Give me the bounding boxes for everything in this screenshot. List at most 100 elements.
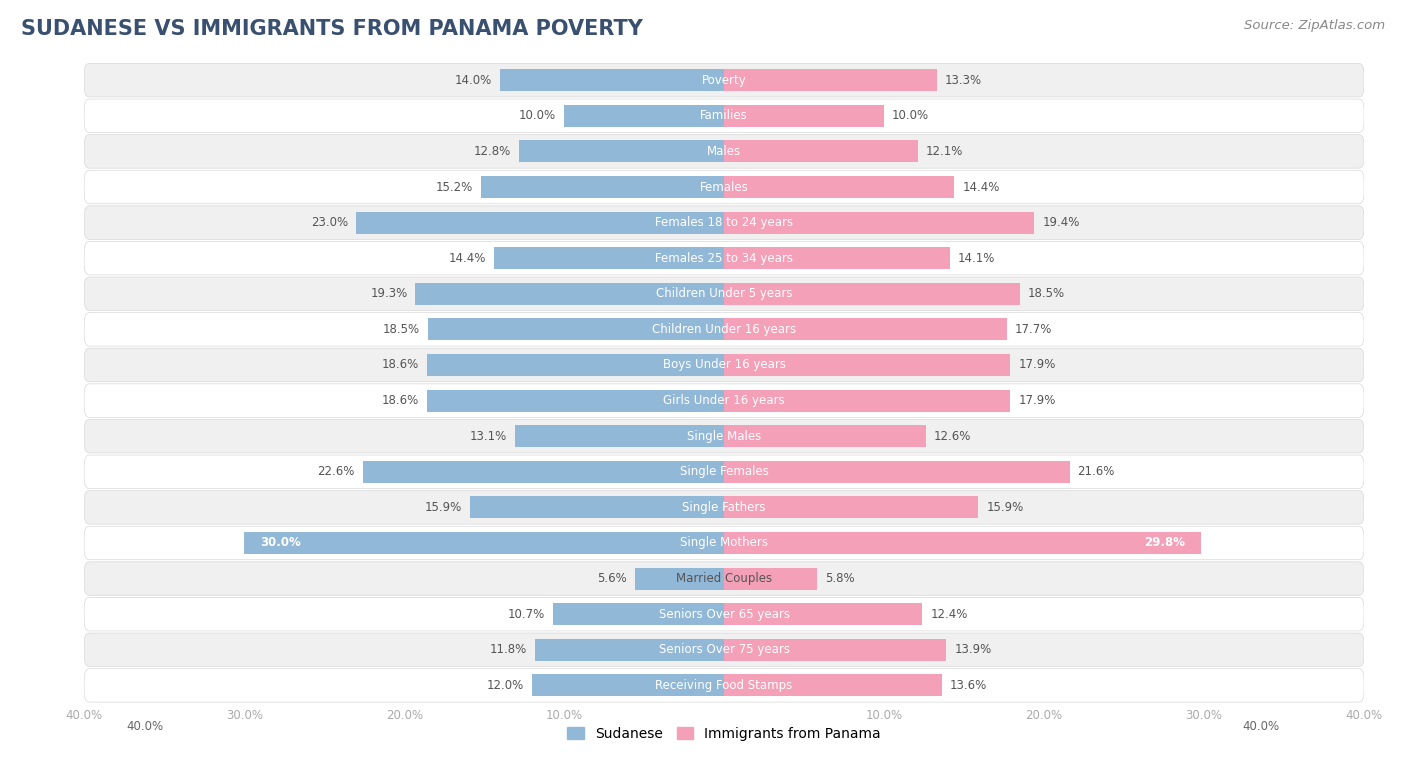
FancyBboxPatch shape: [84, 455, 1364, 488]
Bar: [724, 532, 1201, 554]
Bar: [356, 211, 724, 233]
Text: 18.5%: 18.5%: [1028, 287, 1066, 300]
Bar: [481, 176, 724, 198]
Bar: [724, 568, 817, 590]
Text: 12.4%: 12.4%: [931, 608, 967, 621]
Bar: [724, 425, 925, 447]
Bar: [724, 496, 979, 518]
Text: 5.6%: 5.6%: [596, 572, 627, 585]
FancyBboxPatch shape: [84, 490, 1364, 524]
Bar: [245, 532, 724, 554]
FancyBboxPatch shape: [84, 206, 1364, 240]
FancyBboxPatch shape: [84, 99, 1364, 133]
Text: 10.0%: 10.0%: [519, 109, 557, 122]
Text: Receiving Food Stamps: Receiving Food Stamps: [655, 679, 793, 692]
Bar: [515, 425, 724, 447]
Text: 18.6%: 18.6%: [381, 359, 419, 371]
Text: SUDANESE VS IMMIGRANTS FROM PANAMA POVERTY: SUDANESE VS IMMIGRANTS FROM PANAMA POVER…: [21, 19, 643, 39]
FancyBboxPatch shape: [84, 135, 1364, 168]
Text: Seniors Over 65 years: Seniors Over 65 years: [658, 608, 790, 621]
Text: 19.3%: 19.3%: [370, 287, 408, 300]
Text: Single Mothers: Single Mothers: [681, 537, 768, 550]
Legend: Sudanese, Immigrants from Panama: Sudanese, Immigrants from Panama: [561, 721, 887, 747]
FancyBboxPatch shape: [84, 562, 1364, 595]
FancyBboxPatch shape: [84, 312, 1364, 346]
Bar: [363, 461, 724, 483]
FancyBboxPatch shape: [84, 419, 1364, 453]
Bar: [426, 390, 724, 412]
Bar: [415, 283, 724, 305]
Text: 21.6%: 21.6%: [1077, 465, 1115, 478]
FancyBboxPatch shape: [84, 526, 1364, 559]
Text: 13.9%: 13.9%: [955, 644, 991, 656]
Text: 11.8%: 11.8%: [491, 644, 527, 656]
Text: 12.1%: 12.1%: [925, 145, 963, 158]
Text: 13.3%: 13.3%: [945, 74, 981, 86]
FancyBboxPatch shape: [84, 669, 1364, 702]
Text: 18.5%: 18.5%: [382, 323, 420, 336]
Bar: [724, 354, 1011, 376]
Text: 22.6%: 22.6%: [318, 465, 354, 478]
Text: Single Fathers: Single Fathers: [682, 501, 766, 514]
Text: 17.9%: 17.9%: [1018, 394, 1056, 407]
Bar: [564, 105, 724, 127]
Text: 15.9%: 15.9%: [425, 501, 461, 514]
Text: Seniors Over 75 years: Seniors Over 75 years: [658, 644, 790, 656]
Bar: [724, 176, 955, 198]
Text: 12.0%: 12.0%: [486, 679, 524, 692]
Text: 29.8%: 29.8%: [1143, 537, 1185, 550]
Bar: [724, 390, 1011, 412]
Text: Children Under 16 years: Children Under 16 years: [652, 323, 796, 336]
Text: Boys Under 16 years: Boys Under 16 years: [662, 359, 786, 371]
Text: Single Males: Single Males: [688, 430, 761, 443]
Text: Poverty: Poverty: [702, 74, 747, 86]
Text: 14.1%: 14.1%: [957, 252, 995, 265]
Bar: [519, 140, 724, 162]
Text: 17.7%: 17.7%: [1015, 323, 1053, 336]
Bar: [724, 69, 936, 91]
Text: 40.0%: 40.0%: [127, 720, 163, 733]
FancyBboxPatch shape: [84, 633, 1364, 666]
Text: 10.0%: 10.0%: [891, 109, 929, 122]
Text: 13.6%: 13.6%: [949, 679, 987, 692]
Text: 17.9%: 17.9%: [1018, 359, 1056, 371]
Bar: [533, 675, 724, 697]
Bar: [724, 461, 1070, 483]
Text: Families: Families: [700, 109, 748, 122]
Text: 23.0%: 23.0%: [311, 216, 349, 229]
Text: 14.4%: 14.4%: [962, 180, 1000, 193]
Text: Females 25 to 34 years: Females 25 to 34 years: [655, 252, 793, 265]
Text: 15.2%: 15.2%: [436, 180, 472, 193]
Text: 12.6%: 12.6%: [934, 430, 972, 443]
Bar: [494, 247, 724, 269]
Text: 12.8%: 12.8%: [474, 145, 512, 158]
Bar: [724, 140, 918, 162]
Text: Married Couples: Married Couples: [676, 572, 772, 585]
Bar: [724, 283, 1019, 305]
FancyBboxPatch shape: [84, 348, 1364, 382]
FancyBboxPatch shape: [84, 277, 1364, 311]
FancyBboxPatch shape: [84, 64, 1364, 97]
Bar: [724, 675, 942, 697]
Text: Girls Under 16 years: Girls Under 16 years: [664, 394, 785, 407]
Bar: [634, 568, 724, 590]
Text: 15.9%: 15.9%: [987, 501, 1024, 514]
Bar: [536, 639, 724, 661]
Text: 5.8%: 5.8%: [825, 572, 855, 585]
Text: 19.4%: 19.4%: [1042, 216, 1080, 229]
Text: Males: Males: [707, 145, 741, 158]
Text: Single Females: Single Females: [679, 465, 769, 478]
Bar: [470, 496, 724, 518]
Bar: [501, 69, 724, 91]
Bar: [553, 603, 724, 625]
Text: Children Under 5 years: Children Under 5 years: [655, 287, 793, 300]
FancyBboxPatch shape: [84, 384, 1364, 418]
Text: 40.0%: 40.0%: [1243, 720, 1279, 733]
Bar: [429, 318, 724, 340]
Bar: [724, 318, 1007, 340]
FancyBboxPatch shape: [84, 242, 1364, 275]
Text: 18.6%: 18.6%: [381, 394, 419, 407]
Bar: [724, 105, 884, 127]
Text: 30.0%: 30.0%: [260, 537, 301, 550]
Text: 10.7%: 10.7%: [508, 608, 546, 621]
